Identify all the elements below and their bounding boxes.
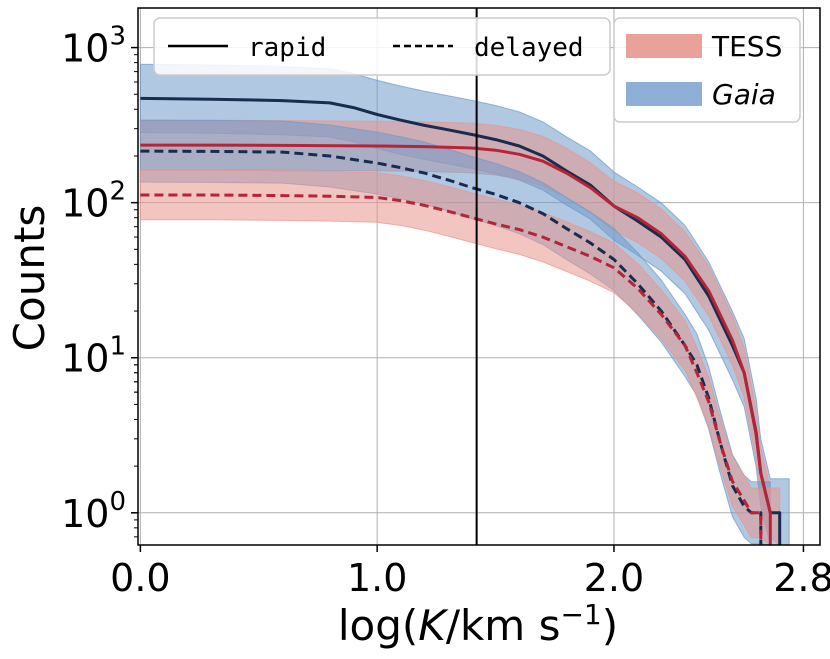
- plot-frame: [137, 7, 821, 546]
- legend-gaia-label: Gaia: [712, 78, 776, 111]
- line-tess-delayed: [140, 193, 763, 545]
- y-tick-label: 102: [61, 177, 126, 226]
- x-axis-label-suffix: ): [602, 601, 618, 650]
- x-axis-label: log(K/km s−1): [338, 598, 618, 650]
- x-axis-label-prefix: log(: [338, 601, 418, 650]
- x-tick-label: 1.0: [347, 556, 407, 600]
- x-axis-label-unit: /km s: [446, 601, 561, 650]
- x-axis-label-variable: K: [418, 601, 449, 650]
- legend-tess-label: TESS: [711, 30, 782, 63]
- x-tick-label: 2.8: [773, 556, 830, 600]
- legend-surveys: TESS Gaia: [613, 17, 801, 123]
- axis-ticks: 0.0 1.0 2.0 2.8 100 101 102 103: [61, 22, 830, 600]
- y-tick-label: 103: [61, 22, 126, 71]
- legend-gaia-swatch: [626, 82, 702, 106]
- confidence-bands: [139, 63, 790, 547]
- y-tick-label: 101: [61, 332, 126, 381]
- series-lines: [140, 96, 782, 545]
- legend-line-styles: rapid delayed: [153, 17, 611, 76]
- legend-tess-swatch: [626, 34, 702, 58]
- y-axis-label: Counts: [5, 205, 54, 352]
- x-tick-label: 2.0: [584, 556, 644, 600]
- legend-rapid-label: rapid: [248, 33, 326, 63]
- line-tess-rapid: [140, 143, 772, 545]
- legend-delayed-label: delayed: [474, 33, 584, 63]
- x-axis-label-exponent: −1: [560, 598, 601, 631]
- legend-styles-box: [153, 17, 611, 76]
- y-tick-label: 100: [61, 487, 126, 536]
- x-tick-label: 0.0: [110, 556, 170, 600]
